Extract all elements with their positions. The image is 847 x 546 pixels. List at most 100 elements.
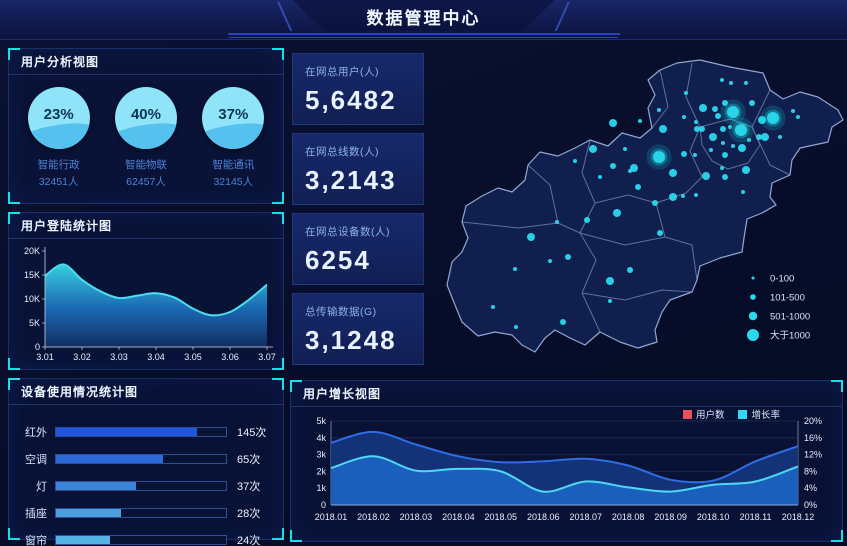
svg-text:5k: 5k: [316, 416, 326, 426]
svg-text:3.04: 3.04: [147, 352, 165, 362]
stat-card-devices: 在网总设备数(人) 6254: [292, 213, 424, 285]
svg-text:4%: 4%: [804, 483, 817, 493]
svg-text:2018.09: 2018.09: [654, 512, 687, 522]
bar-fill: [56, 481, 136, 490]
stat-value: 3,1248: [305, 325, 397, 355]
corner-bracket: [290, 380, 302, 392]
svg-text:3.01: 3.01: [36, 352, 54, 362]
svg-text:3.05: 3.05: [184, 352, 202, 362]
legend-item-用户数[interactable]: 用户数: [682, 407, 725, 421]
stat-label: 在网总设备数(人): [305, 226, 390, 238]
stat-value: 5,6482: [305, 85, 397, 115]
device-bar-chart: 红外 145次 空调 65次灯 37次 插座 28次 窗帘 24次: [9, 405, 283, 546]
stat-label: 总传输数据(G): [305, 306, 377, 318]
map-dots: [491, 78, 800, 329]
legend-label: 增长率: [751, 410, 780, 421]
device-bar-row: 空调 65次: [19, 446, 271, 471]
panel-user-growth: 用户增长视图 用户数 增长率 0 0% 1k 4% 2k 8% 3k 12% 4k 16% 5k 20%…: [290, 380, 843, 542]
panel-title-device-usage: 设备使用情况统计图: [9, 379, 283, 405]
svg-text:2018.08: 2018.08: [612, 512, 645, 522]
svg-text:20%: 20%: [804, 416, 822, 426]
gauge-circle: 37%: [202, 87, 265, 149]
gauge-circle: 23%: [27, 87, 90, 149]
bar-track: [55, 507, 227, 518]
device-bar-row: 红外 145次: [19, 419, 271, 444]
legend-swatch: [738, 409, 748, 419]
svg-text:2018.10: 2018.10: [697, 512, 730, 522]
stats-column: 在网总用户(人) 5,6482 在网总线数(人) 3,2143 在网总设备数(人…: [292, 53, 424, 373]
bar-label: 红外: [25, 426, 47, 439]
panel-login-stats: 用户登陆统计图 0 5K 10K 15K 20K 3.01 3.02 3.03 3.04 3.05…: [8, 212, 284, 370]
bar-value: 28次: [237, 507, 261, 520]
svg-text:4k: 4k: [316, 433, 326, 443]
svg-text:2018.02: 2018.02: [357, 512, 390, 522]
svg-text:2018.04: 2018.04: [442, 512, 475, 522]
svg-text:2k: 2k: [316, 466, 326, 476]
stat-card-data: 总传输数据(G) 3,1248: [292, 293, 424, 365]
stat-label: 在网总线数(人): [305, 146, 379, 158]
gauge-group: 23% 智能行政 32451人 40% 智能物联 62457人 37% 智能通讯 3…: [9, 75, 283, 189]
header-title-plate: 数据管理中心: [292, 0, 555, 33]
svg-text:2018.07: 2018.07: [569, 512, 602, 522]
gauge-label: 智能物联: [124, 159, 167, 171]
stat-card-users: 在网总用户(人) 5,6482: [292, 53, 424, 125]
gauge-percent: 40%: [130, 106, 161, 123]
corner-bracket: [8, 192, 20, 204]
stat-card-lines: 在网总线数(人) 3,2143: [292, 133, 424, 205]
corner-bracket: [272, 528, 284, 540]
svg-text:0-100: 0-100: [770, 274, 794, 285]
gauge-count: 32451人: [38, 176, 79, 188]
bar-track: [55, 480, 227, 491]
legend-label: 用户数: [695, 410, 725, 421]
gauge-label: 智能行政: [37, 159, 80, 171]
svg-text:501-1000: 501-1000: [770, 312, 810, 323]
header-decoration: [213, 31, 634, 38]
svg-text:2018.05: 2018.05: [485, 512, 518, 522]
svg-text:3k: 3k: [316, 450, 326, 460]
device-bar-row: 窗帘 24次: [19, 527, 271, 546]
region-map: 0-100 101-500 501-1000 大于1000: [446, 59, 844, 353]
map-regions: [446, 59, 844, 353]
panel-user-analysis: 用户分析视图 23% 智能行政 32451人 40% 智能物联 62457人 37%…: [8, 48, 284, 204]
gauge-count: 32145人: [213, 176, 254, 188]
corner-bracket: [272, 358, 284, 370]
svg-text:3.03: 3.03: [110, 352, 128, 362]
bar-fill: [56, 454, 164, 463]
svg-text:2018.12: 2018.12: [782, 512, 815, 522]
stat-value: 3,2143: [305, 165, 397, 195]
gauge: 23% 智能行政 32451人: [17, 87, 101, 189]
corner-bracket: [290, 530, 302, 542]
corner-bracket: [8, 212, 20, 224]
corner-bracket: [8, 378, 20, 390]
bar-track: [55, 426, 227, 437]
svg-text:15K: 15K: [24, 270, 40, 280]
corner-bracket: [272, 192, 284, 204]
legend-item-增长率[interactable]: 增长率: [738, 407, 780, 421]
svg-text:大于1000: 大于1000: [770, 330, 810, 342]
panel-title-user-growth: 用户增长视图: [291, 381, 842, 407]
header-slash-right: [554, 2, 570, 32]
svg-text:0%: 0%: [804, 500, 817, 510]
bar-value: 65次: [237, 453, 261, 466]
header: 数据管理中心: [0, 0, 847, 40]
corner-bracket: [272, 378, 284, 390]
bar-track: [55, 453, 227, 464]
bar-label: 灯: [36, 480, 47, 493]
bar-label: 窗帘: [25, 534, 47, 546]
svg-text:16%: 16%: [804, 433, 822, 443]
gauge-circle: 40%: [114, 87, 177, 149]
chart-legend: 用户数 增长率: [682, 407, 780, 421]
corner-bracket: [272, 48, 284, 60]
page-title: 数据管理中心: [366, 9, 481, 28]
gauge-label: 智能通讯: [212, 159, 255, 171]
header-slash-left: [277, 2, 293, 32]
corner-bracket: [272, 212, 284, 224]
device-bar-row: 插座 28次: [19, 500, 271, 525]
map-legend: 0-100 101-500 501-1000 大于1000: [747, 274, 810, 342]
bar-value: 24次: [237, 534, 261, 546]
panel-title-login-stats: 用户登陆统计图: [9, 213, 283, 239]
bar-fill: [56, 535, 111, 544]
corner-bracket: [8, 528, 20, 540]
svg-text:2018.11: 2018.11: [740, 512, 772, 522]
